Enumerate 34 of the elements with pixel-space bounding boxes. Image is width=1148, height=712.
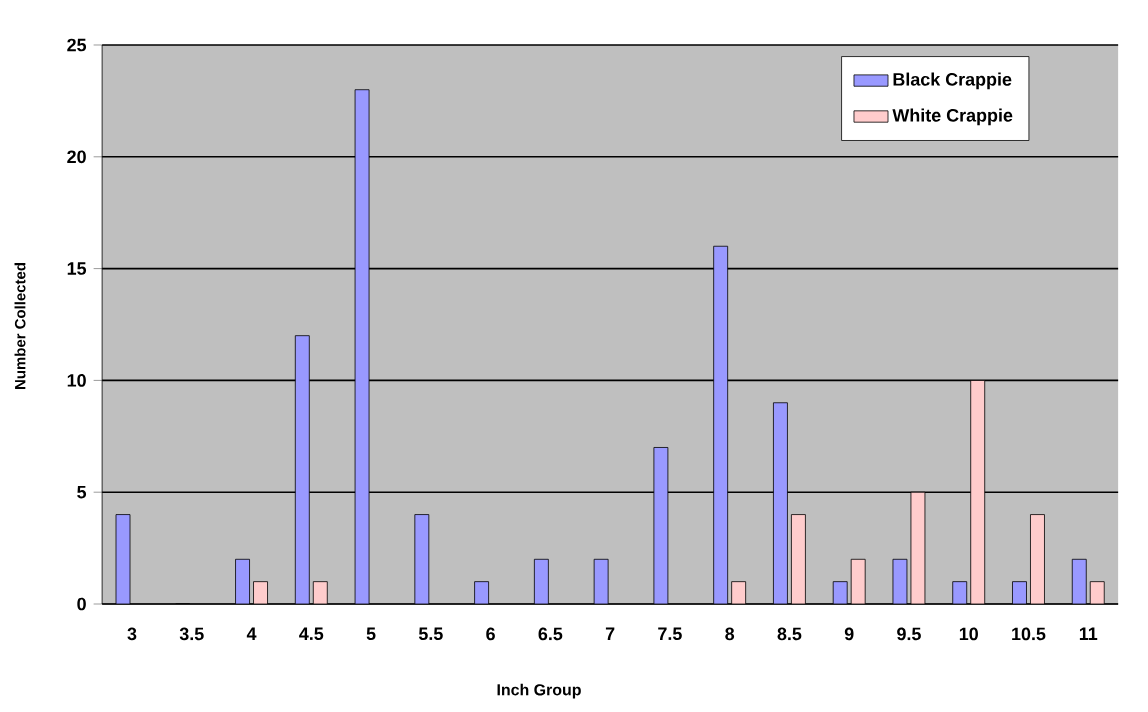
x-tick-label: 3 <box>127 627 137 641</box>
y-tick-label: 5 <box>77 485 87 499</box>
x-tick-label: 4 <box>246 627 257 640</box>
x-tick-label: 10 <box>959 627 978 641</box>
x-tick-label: 8.5 <box>777 627 802 641</box>
x-tick-label: 5 <box>366 627 376 641</box>
y-tick-label: 10 <box>67 374 86 387</box>
y-tick-label: 15 <box>67 262 87 275</box>
bar <box>773 402 788 604</box>
x-tick-label: 5.5 <box>418 627 443 641</box>
x-tick-label: 11 <box>1079 627 1098 640</box>
x-tick-label: 9 <box>844 627 854 641</box>
x-tick-label: 3.5 <box>179 627 204 641</box>
x-tick-label: 7 <box>605 627 615 640</box>
bar <box>791 514 806 604</box>
bar <box>970 380 985 604</box>
x-tick-label: 9.5 <box>897 627 921 641</box>
x-tick-label: 6.5 <box>538 627 563 641</box>
x-tick-label: 7.5 <box>658 627 682 641</box>
bar <box>1030 514 1045 604</box>
x-tick-label: 10.5 <box>1012 627 1046 641</box>
y-tick-label: 25 <box>67 38 87 52</box>
legend-label: Black Crappie <box>893 72 1012 90</box>
legend-label: White Crappie <box>892 108 1013 126</box>
x-tick-label: 4.5 <box>299 627 324 641</box>
y-tick-label: 20 <box>67 150 86 164</box>
bar <box>713 246 728 604</box>
x-tick-label: 6 <box>486 627 495 641</box>
x-tick-label: 8 <box>725 627 735 641</box>
bar <box>414 514 429 604</box>
y-axis-title: Number Collected <box>14 263 26 389</box>
x-axis-title: Inch Group <box>497 683 581 699</box>
y-tick-label: 0 <box>77 597 86 611</box>
bar <box>295 335 310 604</box>
